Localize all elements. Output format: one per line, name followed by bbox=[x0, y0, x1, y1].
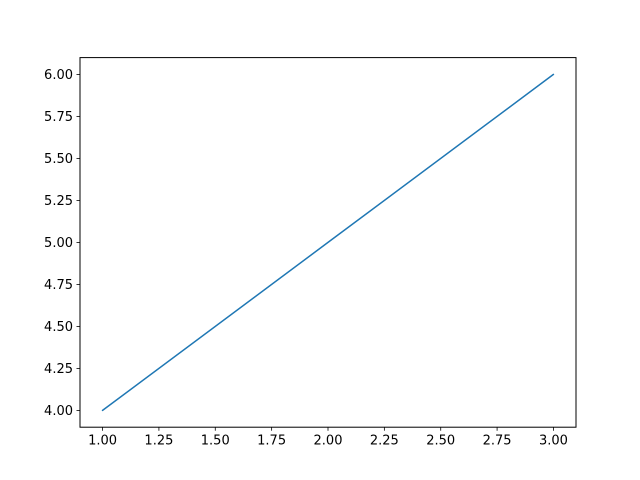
x-tick-label: 2.25 bbox=[370, 434, 399, 449]
y-tick-label: 5.75 bbox=[44, 110, 73, 125]
x-tick-label: 2.50 bbox=[426, 434, 455, 449]
x-tick-label: 1.00 bbox=[88, 434, 117, 449]
axes-frame bbox=[79, 57, 577, 428]
y-tick-label: 4.25 bbox=[44, 362, 73, 377]
x-tick-label: 2.00 bbox=[314, 434, 343, 449]
y-tick-label: 5.50 bbox=[44, 152, 73, 167]
y-tick-label: 4.75 bbox=[44, 278, 73, 293]
y-tick-label: 5.25 bbox=[44, 194, 73, 209]
y-tick-label: 5.00 bbox=[44, 236, 73, 251]
y-tick-label: 4.50 bbox=[44, 320, 73, 335]
y-tick-label: 4.00 bbox=[44, 404, 73, 419]
data-line-line-1 bbox=[101, 73, 555, 412]
x-tick-label: 3.00 bbox=[539, 434, 568, 449]
x-tick-label: 2.75 bbox=[483, 434, 512, 449]
x-tick-label: 1.25 bbox=[144, 434, 173, 449]
y-tick-label: 6.00 bbox=[44, 68, 73, 83]
x-tick-label: 1.50 bbox=[201, 434, 230, 449]
x-tick-label: 1.75 bbox=[257, 434, 286, 449]
